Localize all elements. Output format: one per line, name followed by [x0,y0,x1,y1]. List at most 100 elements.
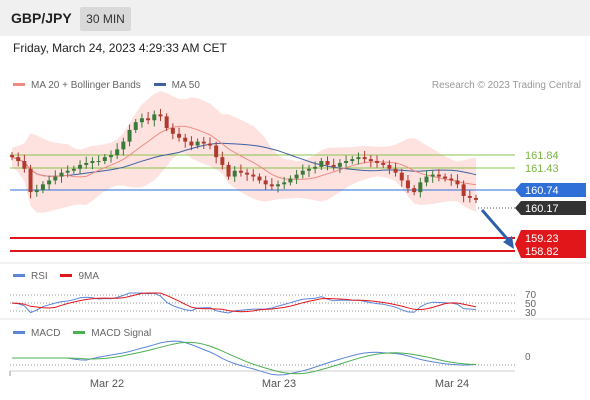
interval-button[interactable]: 30 MIN [80,7,131,31]
legend-ma20-label: MA 20 + Bollinger Bands [31,80,141,91]
candle-body [146,118,151,121]
current-price-label: 160.17 [525,203,559,215]
current-price-tag [515,201,586,215]
legend-ma50-label: MA 50 [171,80,200,91]
legend-macd-signal-label: MACD Signal [91,328,152,339]
candle-body [133,122,138,130]
candle-body [245,172,250,175]
forecast-arrow-head [503,236,514,249]
candle-body [78,164,83,169]
candle-body [177,133,182,138]
candle-body [238,170,243,173]
candle-body [306,168,311,171]
candle-body [269,184,274,187]
candle-body [436,174,441,177]
candle-body [387,164,392,169]
candle-body [121,141,126,150]
legend-rsi-ma-label: 9MA [78,271,100,282]
rsi-50-label: 50 [525,299,537,310]
copyright: Research © 2023 Trading Central [431,80,581,91]
candle-body [90,161,95,163]
candle-body [399,172,404,181]
candle-body [232,170,237,177]
candle-body [325,161,330,165]
rsi-legend: RSI 9MA [13,271,109,282]
symbol-title: GBP/JPY [11,10,72,26]
resistance-label-2: 161.43 [525,163,559,175]
candle-body [443,176,448,179]
ma50-swatch [153,82,166,86]
candle-body [214,145,219,158]
candle-body [28,168,33,193]
candle-body [257,176,262,181]
ma20-swatch [13,82,25,86]
candle-body [102,157,107,162]
candle-body [276,184,281,187]
candle-body [319,161,324,167]
candle-body [170,128,175,134]
candle-body [16,157,21,162]
ma20-line [11,125,477,186]
candle-body [282,182,287,185]
candle-body [10,155,14,158]
candle-body [34,190,39,193]
candle-body [189,141,194,146]
candle-body [375,161,380,163]
macd-legend: MACD MACD Signal [13,328,161,339]
candle-body [108,155,113,158]
rsi-line [11,292,477,314]
candle-body [201,141,206,144]
candle-body [115,149,120,156]
x-label-mar23: Mar 23 [262,378,296,390]
candle-body [53,176,58,181]
candle-body [430,174,435,177]
candle-body [84,162,89,165]
candle-body [368,159,373,162]
support-label-2: 158.82 [525,246,559,258]
candle-body [65,170,70,173]
candle-body [337,162,342,167]
candle-body [418,182,423,193]
candle-body [139,118,144,123]
candle-body [455,180,460,185]
candle-body [313,166,318,169]
resistance-label-1: 161.84 [525,150,559,162]
candle-body [344,161,349,163]
macd-signal-swatch [73,330,86,334]
candle-body [158,114,163,117]
candle-body [424,176,429,183]
bollinger-bands [12,91,476,213]
candle-body [96,161,101,163]
candle-body [40,184,45,191]
candle-body [195,141,200,146]
legend-macd-label: MACD [31,328,61,339]
timestamp: Friday, March 24, 2023 4:29:33 AM CET [13,41,227,55]
macd-swatch [13,330,25,334]
legend-ma50: MA 50 [153,80,200,91]
candle-body [288,178,293,183]
candle-body [467,195,472,198]
macd-signal-line [12,341,477,375]
candle-body [263,180,268,185]
ma50-line [11,142,477,177]
candle-body [381,162,386,165]
candle-body [393,168,398,173]
candle-body [226,164,231,177]
candle-body [152,114,157,121]
price-legend: MA 20 + Bollinger Bands MA 50 [13,80,210,91]
support-label-1: 159.23 [525,233,559,245]
candle-body [294,174,299,179]
candle-body [412,188,417,193]
top-bar: GBP/JPY 30 MIN [0,0,590,36]
candle-body [47,180,52,185]
legend-ma20: MA 20 + Bollinger Bands [13,80,141,91]
x-label-mar24: Mar 24 [435,378,469,390]
x-label-mar22: Mar 22 [90,378,124,390]
rsi-70-label: 70 [525,290,537,301]
macd-line [12,340,477,376]
candle-body [22,161,27,169]
candle-body [207,143,212,146]
candle-body [350,159,355,162]
candle-body [220,157,225,165]
